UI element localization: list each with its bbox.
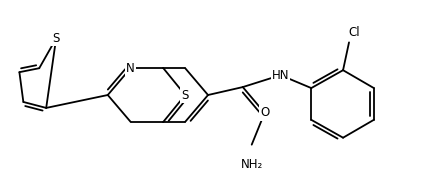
Text: Cl: Cl [348,26,360,39]
Text: NH₂: NH₂ [240,158,263,171]
Text: S: S [53,32,60,45]
Text: HN: HN [272,69,289,82]
Text: S: S [181,88,189,101]
Text: N: N [126,62,135,75]
Text: O: O [260,106,269,119]
